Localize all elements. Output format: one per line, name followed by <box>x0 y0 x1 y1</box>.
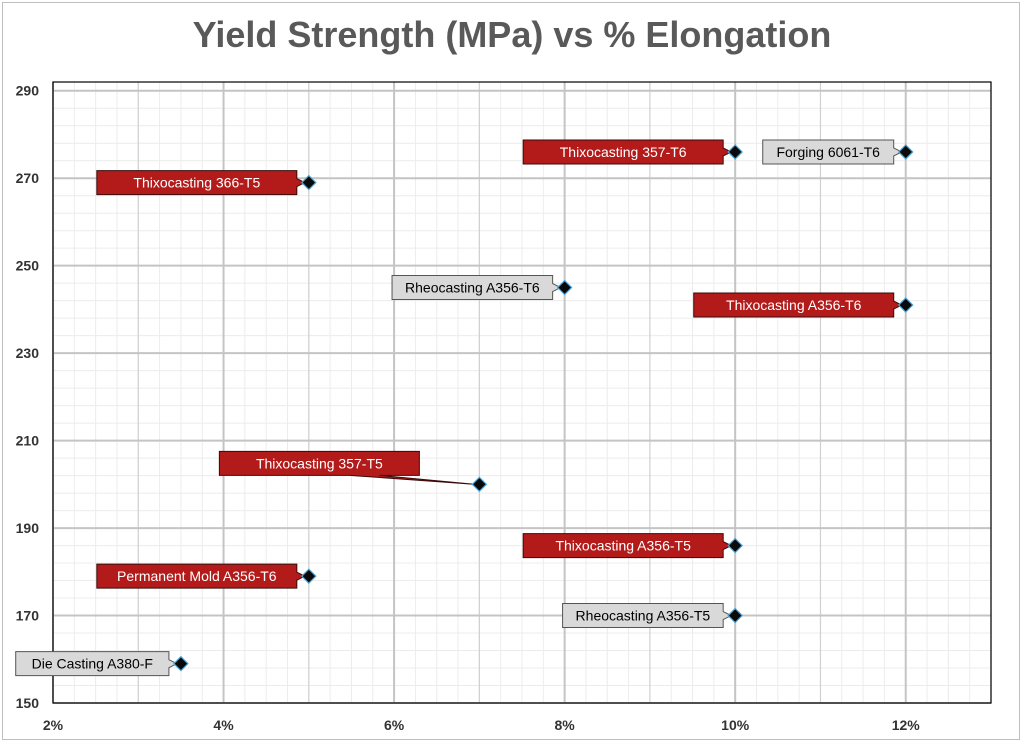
data-point-marker <box>300 568 317 585</box>
callout-label: Rheocasting A356-T5 <box>576 608 711 624</box>
x-axis-tick-labels: 2% 4% 6% 8% 10% 12% <box>43 717 920 733</box>
data-callout: Rheocasting A356-T5 <box>562 603 733 629</box>
y-tick-label: 190 <box>16 520 40 536</box>
callout-label: Thixocasting A356-T5 <box>555 538 691 554</box>
callout-box <box>391 275 562 301</box>
data-point-marker <box>727 607 744 624</box>
y-tick-label: 270 <box>16 170 40 186</box>
x-tick-label: 8% <box>555 717 576 733</box>
x-tick-label: 4% <box>213 717 234 733</box>
y-tick-label: 250 <box>16 258 40 274</box>
callout-box <box>522 139 733 165</box>
callout-label: Forging 6061-T6 <box>776 144 880 160</box>
callout-box <box>522 533 733 559</box>
y-tick-label: 290 <box>16 83 40 99</box>
x-tick-label: 12% <box>892 717 921 733</box>
data-callout: Thixocasting A356-T6 <box>693 292 903 318</box>
callout-box <box>218 450 476 485</box>
data-point-marker <box>556 279 573 296</box>
data-callout: Thixocasting 357-T6 <box>522 139 733 165</box>
data-markers <box>173 144 914 672</box>
y-tick-label: 150 <box>16 695 40 711</box>
data-callouts: Thixocasting 366-T5 Thixocasting 357-T6 Fo… <box>15 139 903 677</box>
callout-box <box>96 563 306 589</box>
callout-label: Thixocasting 366-T5 <box>133 175 260 191</box>
callout-label: Thixocasting A356-T6 <box>726 297 862 313</box>
data-callout: Forging 6061-T6 <box>762 139 903 165</box>
callout-box <box>762 139 903 165</box>
data-point-marker <box>727 537 744 554</box>
x-tick-label: 2% <box>43 717 64 733</box>
x-tick-label: 6% <box>384 717 405 733</box>
x-tick-label: 10% <box>721 717 750 733</box>
data-callout: Thixocasting 357-T5 <box>218 450 476 485</box>
callout-box <box>562 603 733 629</box>
data-point-marker <box>300 174 317 191</box>
callout-box <box>15 651 179 677</box>
callout-box <box>693 292 903 318</box>
data-point-marker <box>897 144 914 160</box>
y-tick-label: 170 <box>16 608 40 624</box>
data-point-marker <box>727 144 744 160</box>
callout-box <box>96 170 306 196</box>
data-callout: Thixocasting A356-T5 <box>522 533 733 559</box>
data-point-marker <box>173 655 189 672</box>
data-point-marker <box>471 476 488 493</box>
chart-title: Yield Strength (MPa) vs % Elongation <box>192 14 832 55</box>
callout-label: Die Casting A380-F <box>32 656 153 672</box>
callout-label: Rheocasting A356-T6 <box>405 280 540 296</box>
data-callout: Thixocasting 366-T5 <box>96 170 306 196</box>
callout-label: Thixocasting 357-T6 <box>560 144 687 160</box>
data-callout: Die Casting A380-F <box>15 651 179 677</box>
callout-label: Thixocasting 357-T5 <box>256 455 383 471</box>
y-tick-label: 210 <box>16 433 40 449</box>
y-tick-label: 230 <box>16 345 40 361</box>
callout-label: Permanent Mold A356-T6 <box>117 568 277 584</box>
y-axis-tick-labels: 150 170 190 210 230 250 270 290 <box>16 83 40 711</box>
plot-border <box>52 81 992 704</box>
data-callout: Rheocasting A356-T6 <box>391 275 562 301</box>
data-callout: Permanent Mold A356-T6 <box>96 563 306 589</box>
data-point-marker <box>897 297 914 313</box>
